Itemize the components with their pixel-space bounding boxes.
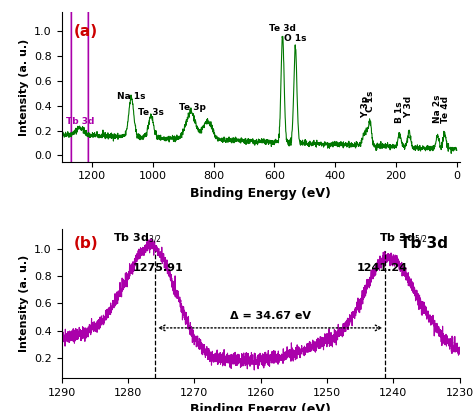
Text: Y 3p: Y 3p xyxy=(361,96,370,118)
Text: Δ = 34.67 eV: Δ = 34.67 eV xyxy=(230,311,310,321)
Text: (a): (a) xyxy=(73,24,98,39)
Text: 1275.91: 1275.91 xyxy=(133,263,184,273)
Text: (b): (b) xyxy=(73,236,98,251)
Text: Te 3s: Te 3s xyxy=(138,108,164,117)
Text: Te 4d: Te 4d xyxy=(441,96,450,123)
X-axis label: Binding Energy (eV): Binding Energy (eV) xyxy=(190,404,331,411)
Text: C 1s: C 1s xyxy=(366,90,375,112)
Text: 1241.24: 1241.24 xyxy=(356,263,407,273)
Text: Y 3d: Y 3d xyxy=(404,96,413,118)
Y-axis label: Intensity (a. u.): Intensity (a. u.) xyxy=(18,255,28,352)
Text: Tb 3d$_{5/2}$: Tb 3d$_{5/2}$ xyxy=(379,232,427,247)
Text: Tb 3d: Tb 3d xyxy=(400,236,448,251)
Text: Na 1s: Na 1s xyxy=(117,92,146,101)
Y-axis label: Intensity (a. u.): Intensity (a. u.) xyxy=(18,38,28,136)
X-axis label: Binding Energy (eV): Binding Energy (eV) xyxy=(190,187,331,200)
Text: Te 3p: Te 3p xyxy=(179,103,206,112)
Text: Tb 3d: Tb 3d xyxy=(66,117,94,125)
Text: Te 3d: Te 3d xyxy=(269,25,296,33)
Text: O 1s: O 1s xyxy=(284,35,307,44)
Text: B 1s: B 1s xyxy=(395,102,404,123)
Text: Na 2s: Na 2s xyxy=(433,95,442,123)
Text: Tb 3d$_{3/2}$: Tb 3d$_{3/2}$ xyxy=(113,232,162,247)
